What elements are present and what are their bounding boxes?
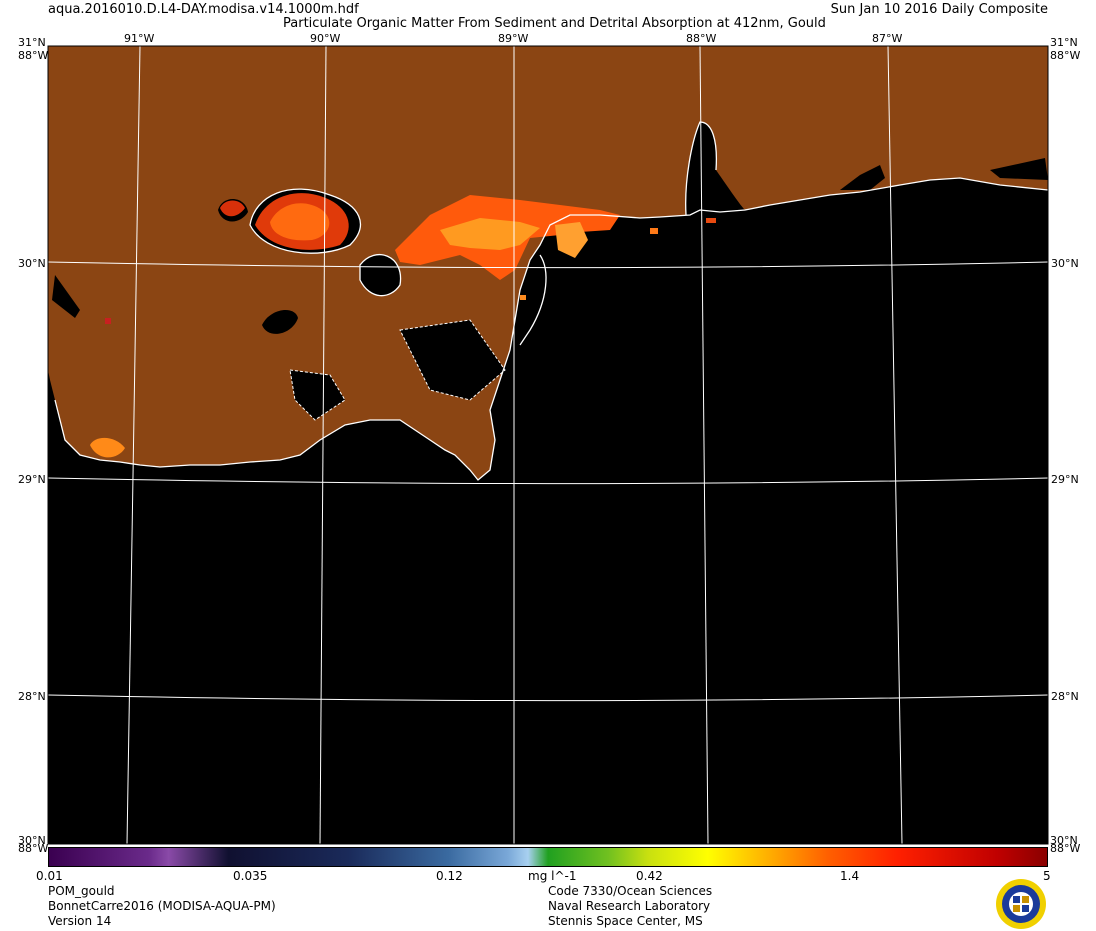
plume-low [440,218,540,250]
lat-label: 30°N [18,257,46,270]
plume-mid [270,203,330,241]
chandeleur-islands [519,254,547,346]
colorbar-tick-label: 0.42 [636,869,663,883]
plume-high [220,200,245,217]
lat-label: 28°N [18,690,46,703]
map-frame [47,45,1049,845]
edge-label: 30°N [18,834,46,847]
edge-label: 31°N [1050,36,1078,49]
lon-label: 87°W [872,32,902,45]
edge-label: 30°N [1050,834,1078,847]
meridian [699,46,709,844]
western-marsh-water [52,275,80,318]
nrl-seal-icon [996,879,1046,929]
product-version: Version 14 [48,914,112,928]
plume-low [90,437,125,458]
composite-date: Sun Jan 10 2016 Daily Composite [830,2,1048,17]
lat-label: 28°N [1051,690,1079,703]
edge-label: 88°W [18,842,48,855]
parallel [48,694,1048,702]
terrebonne-water [290,370,345,420]
lat-label: 29°N [1051,473,1079,486]
coastline [249,188,361,254]
lon-label: 90°W [310,32,340,45]
edge-label: 88°W [1050,49,1080,62]
inland-lake [262,309,298,334]
parallel [48,261,1048,269]
pom-plume [90,193,716,458]
colorbar-tick-label: 5 [1043,869,1051,883]
plume-pixel [520,295,526,300]
lat-label: 29°N [18,473,46,486]
product-name: POM_gould [48,884,115,898]
colorbar-tick-label: 0.035 [233,869,268,883]
edge-label: 31°N [18,36,46,49]
lat-label: 30°N [1051,257,1079,270]
org-location: Stennis Space Center, MS [548,914,703,928]
org-code: Code 7330/Ocean Sciences [548,884,713,898]
colorbar-tick-label: 0.12 [436,869,463,883]
edge-label: 88°W [18,49,48,62]
coastline [54,177,1048,481]
edge-label: 88°W [1050,842,1080,855]
parallel [48,477,1048,485]
colorbar-tick-label: 0.01 [36,869,63,883]
plume-pixel [650,228,658,234]
colorbar [48,847,1048,867]
coastal-lagoon [990,158,1048,180]
colorbar-units: mg l^-1 [528,869,577,883]
org-name: Naval Research Laboratory [548,899,711,913]
delta-marsh [289,319,506,421]
meridian [887,46,903,844]
product-source: BonnetCarre2016 (MODISA-AQUA-PM) [48,899,276,913]
plume-pixel [706,218,716,223]
graticule [48,46,1048,844]
lon-label: 89°W [498,32,528,45]
map-title: Particulate Organic Matter From Sediment… [283,16,826,31]
barataria-water [400,320,505,400]
colorbar-tick-label: 1.4 [840,869,860,883]
plume-pixel [105,318,111,324]
lon-label: 91°W [124,32,154,45]
pensacola-bay [840,165,885,190]
lake-borgne [360,254,401,296]
plume-low [555,222,588,258]
coastline [359,254,402,297]
meridian [319,46,327,844]
lon-label: 88°W [686,32,716,45]
meridian [126,46,141,844]
coastline [685,121,718,216]
file-name: aqua.2016010.D.L4-DAY.modisa.v14.1000m.h… [48,2,359,17]
